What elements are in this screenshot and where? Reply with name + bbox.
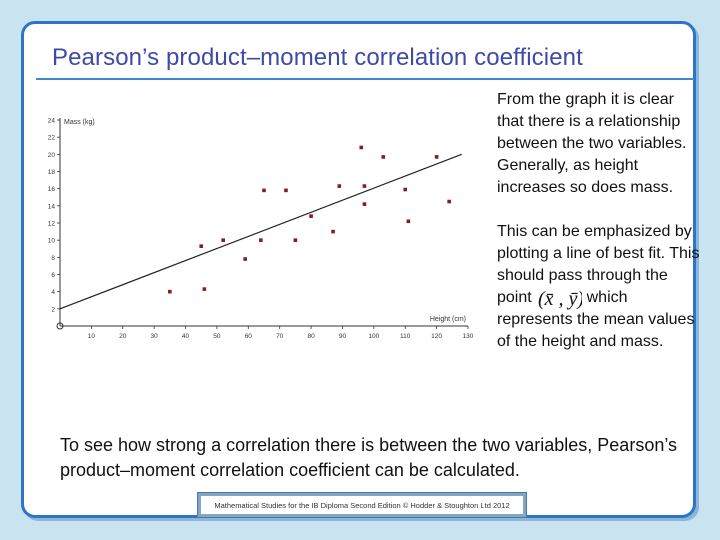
- x-tick-label: 10: [88, 333, 96, 340]
- y-axis-label: Mass (kg): [64, 119, 95, 126]
- best-fit-text-b: which represents the mean values of the …: [497, 289, 695, 350]
- x-tick-label: 90: [339, 333, 347, 340]
- conclusion-text: To see how strong a correlation there is…: [60, 435, 678, 480]
- data-point: [447, 199, 451, 204]
- y-tick-label: 18: [48, 169, 56, 176]
- data-point: [259, 238, 263, 242]
- x-axis-label: Height (cm): [430, 316, 466, 323]
- data-point: [293, 238, 298, 242]
- data-point: [202, 287, 207, 291]
- mean-point-label: (x̄ , ȳ): [538, 288, 582, 310]
- x-tick-label: 70: [276, 333, 284, 340]
- best-fit-line: [59, 153, 462, 310]
- mean-point-symbol: (x̄ , ȳ): [536, 287, 582, 310]
- data-point: [381, 155, 386, 159]
- title-divider: [36, 78, 694, 80]
- best-fit-text-a: This can be emphasized by plotting a lin…: [497, 223, 700, 306]
- y-tick-label: 20: [48, 152, 56, 159]
- page-title: Pearson’s product–moment correlation coe…: [52, 44, 583, 71]
- data-point: [337, 184, 342, 188]
- data-point: [406, 219, 411, 224]
- y-tick-label: 24: [48, 118, 56, 125]
- x-tick-label: 100: [368, 333, 379, 340]
- y-tick-label: 14: [48, 203, 56, 210]
- x-tick-label: 50: [213, 333, 221, 340]
- scatter-chart-svg: 10 20 30 40 50 60 70 80 90 100 110 120 1302468101214…: [48, 118, 474, 341]
- data-point: [168, 289, 172, 294]
- data-point: [262, 188, 266, 193]
- x-tick-label: 60: [245, 333, 253, 340]
- y-tick-label: 12: [48, 221, 56, 228]
- data-point: [362, 184, 367, 188]
- data-point: [199, 244, 204, 248]
- data-point: [359, 145, 364, 150]
- data-point: [284, 188, 288, 193]
- side-explanation: From the graph it is clear that there is…: [497, 89, 702, 353]
- paragraph-relationship: From the graph it is clear that there is…: [497, 91, 687, 196]
- y-tick-label: 2: [51, 306, 55, 313]
- x-tick-label: 110: [400, 333, 411, 340]
- data-point: [434, 155, 439, 159]
- data-point: [221, 238, 225, 242]
- footer-badge: Mathematical Studies for the IB Diploma …: [197, 492, 527, 518]
- x-tick-label: 120: [431, 333, 442, 340]
- x-tick-label: 130: [463, 333, 474, 340]
- x-tick-label: 20: [119, 333, 127, 340]
- data-point: [362, 202, 367, 206]
- y-tick-label: 4: [51, 289, 55, 296]
- data-point: [331, 229, 335, 234]
- data-point: [243, 257, 247, 261]
- origin-marker: [56, 322, 64, 330]
- x-tick-label: 30: [151, 333, 159, 340]
- y-tick-label: 22: [48, 135, 56, 142]
- data-point: [309, 214, 313, 218]
- x-tick-label: 40: [182, 333, 190, 340]
- footer-text: Mathematical Studies for the IB Diploma …: [200, 495, 524, 515]
- y-tick-label: 6: [51, 272, 55, 279]
- x-tick-label: 80: [307, 333, 315, 340]
- scatter-chart: 10 20 30 40 50 60 70 80 90 100 110 120 130 2 4 6 8 10 12 14…: [40, 112, 476, 345]
- y-tick-label: 10: [48, 238, 56, 245]
- y-tick-label: 8: [51, 255, 55, 262]
- paragraph-best-fit: This can be emphasized by plotting a lin…: [497, 221, 702, 353]
- y-tick-label: 16: [48, 186, 56, 193]
- data-point: [403, 187, 408, 192]
